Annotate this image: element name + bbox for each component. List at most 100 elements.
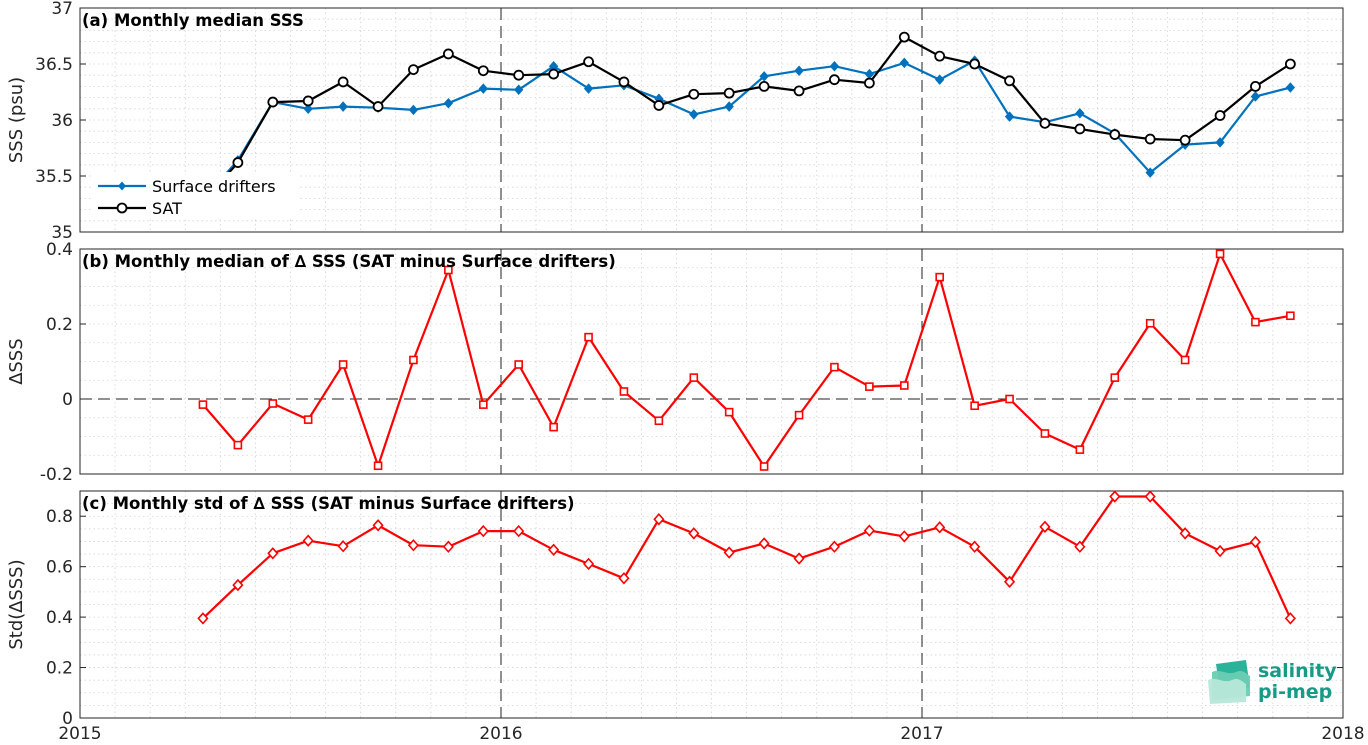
data-point xyxy=(1215,249,1225,259)
data-point xyxy=(549,422,558,432)
data-point xyxy=(338,101,348,112)
data-point xyxy=(197,612,209,625)
data-point xyxy=(970,401,979,411)
data-point xyxy=(1109,129,1121,140)
data-point xyxy=(443,97,454,109)
data-point xyxy=(1179,134,1191,146)
data-point xyxy=(408,104,419,116)
data-point xyxy=(934,521,946,534)
data-point xyxy=(444,265,453,275)
data-point xyxy=(1075,108,1085,119)
data-point xyxy=(829,74,840,86)
data-point xyxy=(618,76,630,88)
data-point xyxy=(1003,575,1016,588)
data-point xyxy=(830,362,839,372)
series-line-sat xyxy=(202,35,1291,203)
y-tick-label: 36.5 xyxy=(35,55,73,75)
data-point xyxy=(899,57,909,69)
data-point xyxy=(759,462,769,471)
data-point xyxy=(584,332,593,342)
data-point xyxy=(794,65,804,76)
data-point xyxy=(582,557,595,571)
data-point xyxy=(442,540,454,553)
y-tick-label: 37 xyxy=(51,0,73,19)
data-point xyxy=(654,416,664,426)
data-point xyxy=(302,534,314,547)
data-point xyxy=(1004,75,1015,87)
data-point xyxy=(793,552,805,565)
data-point xyxy=(653,513,665,526)
x-tick-2017: 2017 xyxy=(900,724,943,744)
data-point xyxy=(477,524,489,538)
data-point xyxy=(407,539,420,552)
data-point xyxy=(303,103,313,115)
data-point xyxy=(759,71,769,82)
data-point xyxy=(724,407,734,417)
panel-a-ylabel: SSS (psu) xyxy=(6,77,27,163)
y-tick-label: 36 xyxy=(51,111,73,131)
data-point xyxy=(1284,58,1296,70)
data-point xyxy=(477,65,489,77)
data-point xyxy=(267,547,279,560)
logo-text-pi-mep: pi-mep xyxy=(1258,681,1332,703)
data-point xyxy=(1286,311,1295,321)
data-point xyxy=(442,48,454,60)
y-tick-label: 0 xyxy=(62,709,73,729)
series-line-delta xyxy=(202,495,1292,620)
data-point xyxy=(724,101,734,112)
data-point xyxy=(302,95,314,107)
data-point xyxy=(1250,91,1261,102)
y-tick-label: 0.2 xyxy=(46,659,73,679)
data-point xyxy=(758,81,770,92)
data-point xyxy=(688,527,700,540)
y-tick-label: 0.4 xyxy=(46,240,73,260)
data-point xyxy=(513,524,525,538)
data-point xyxy=(898,530,910,543)
data-point xyxy=(198,400,208,409)
data-point xyxy=(898,31,910,43)
data-point xyxy=(723,546,735,559)
axes-box xyxy=(79,248,1344,475)
panel-b-median-delta-sss: -0.2 0 0.2 0.4 (b) Monthly median of ∆ SSS … xyxy=(6,240,1344,485)
data-point xyxy=(514,360,523,369)
data-point xyxy=(1074,540,1086,553)
salinity-pi-mep-logo: salinity pi-mep xyxy=(1208,660,1337,704)
legend-drifters-label: Surface drifters xyxy=(152,177,276,196)
panel-b-ylabel: ∆SSS xyxy=(6,338,27,385)
data-point xyxy=(1145,318,1155,328)
axes-box xyxy=(79,490,1344,719)
data-point xyxy=(794,410,804,420)
data-point xyxy=(233,440,243,450)
y-tick-label: 0.4 xyxy=(46,608,73,628)
y-tick-label: 0 xyxy=(62,390,73,410)
data-point xyxy=(1005,394,1014,404)
data-point xyxy=(689,109,699,120)
y-tick-label: 0.6 xyxy=(46,558,73,578)
data-point xyxy=(232,157,244,168)
data-point xyxy=(583,56,594,68)
data-point xyxy=(689,373,699,382)
panel-a-monthly-median-sss: 35 35.5 36 36.5 37 (a) Monthly median SSS SS… xyxy=(6,0,1344,243)
legend: Surface drifters SAT xyxy=(92,172,298,218)
logo-wave-icon xyxy=(1208,660,1250,704)
data-point xyxy=(1285,82,1296,93)
data-point xyxy=(479,400,488,409)
data-point xyxy=(1215,137,1225,148)
data-point xyxy=(1004,111,1015,122)
data-point xyxy=(865,382,874,391)
data-point xyxy=(723,87,735,99)
data-point xyxy=(232,578,244,592)
y-tick-label: 35.5 xyxy=(35,167,73,187)
data-point xyxy=(337,540,349,553)
data-point xyxy=(1109,490,1121,503)
data-point xyxy=(372,101,384,112)
legend-sat-label: SAT xyxy=(152,199,182,218)
data-point xyxy=(408,64,419,75)
data-point xyxy=(828,540,841,553)
data-point xyxy=(1074,123,1086,135)
logo-text-salinity: salinity xyxy=(1258,660,1337,682)
panel-c-title: (c) Monthly std of ∆ SSS (SAT minus Surf… xyxy=(82,494,575,513)
x-tick-2015: 2015 xyxy=(58,724,101,744)
panel-c-std-delta-sss: 0 0.2 0.4 0.6 0.8 (c) Monthly std of ∆ SSS (… xyxy=(6,490,1344,729)
y-tick-label: 0.2 xyxy=(46,315,73,335)
